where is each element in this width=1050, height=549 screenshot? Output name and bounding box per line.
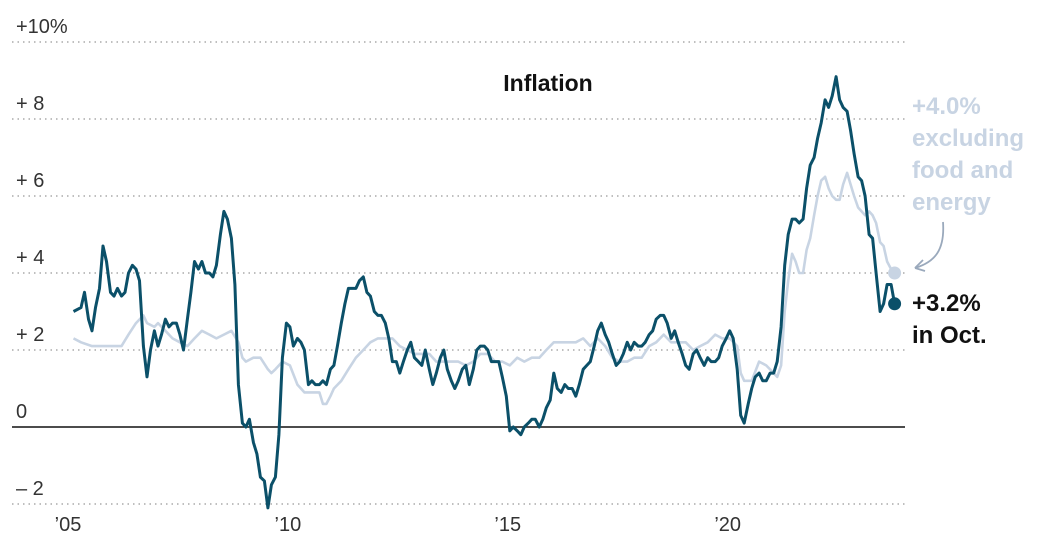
series-lines [72,75,897,510]
headline-end-dot [888,297,902,311]
x-axis-ticks: ’05 ’10 ’15 ’20 [55,514,741,536]
x-tick-label: ’05 [55,514,82,536]
core-annotation-line: +4.0% [912,93,981,120]
annotation-arrow [914,221,945,269]
core-end-dot [888,266,902,280]
x-tick-label: ’20 [714,514,741,536]
y-tick-label: + 6 [16,170,44,192]
headline-annotation-line: +3.2% [912,290,981,317]
headline-inflation-line [72,75,897,510]
y-tick-label: – 2 [16,478,44,500]
core-annotation-line: food and [912,157,1013,184]
core-annotation-line: excluding [912,125,1024,152]
x-tick-label: ’15 [494,514,521,536]
y-tick-label: + 4 [16,247,44,269]
core-inflation-line [72,171,896,406]
grid-lines [12,41,905,505]
arrow-head-icon [914,259,926,272]
y-axis-ticks: +10% + 8 + 6 + 4 + 2 0 – 2 [16,16,68,500]
headline-annotation-line: in Oct. [912,322,987,349]
chart-title: Inflation [503,70,592,96]
y-tick-label: 0 [16,401,27,423]
y-tick-label: + 2 [16,324,44,346]
x-tick-label: ’10 [275,514,302,536]
y-tick-label: +10% [16,16,68,38]
annotations: +4.0% excluding food and energy +3.2% in Oct. [912,93,1024,349]
core-annotation-line: energy [912,189,991,216]
end-markers [888,266,902,311]
y-tick-label: + 8 [16,93,44,115]
